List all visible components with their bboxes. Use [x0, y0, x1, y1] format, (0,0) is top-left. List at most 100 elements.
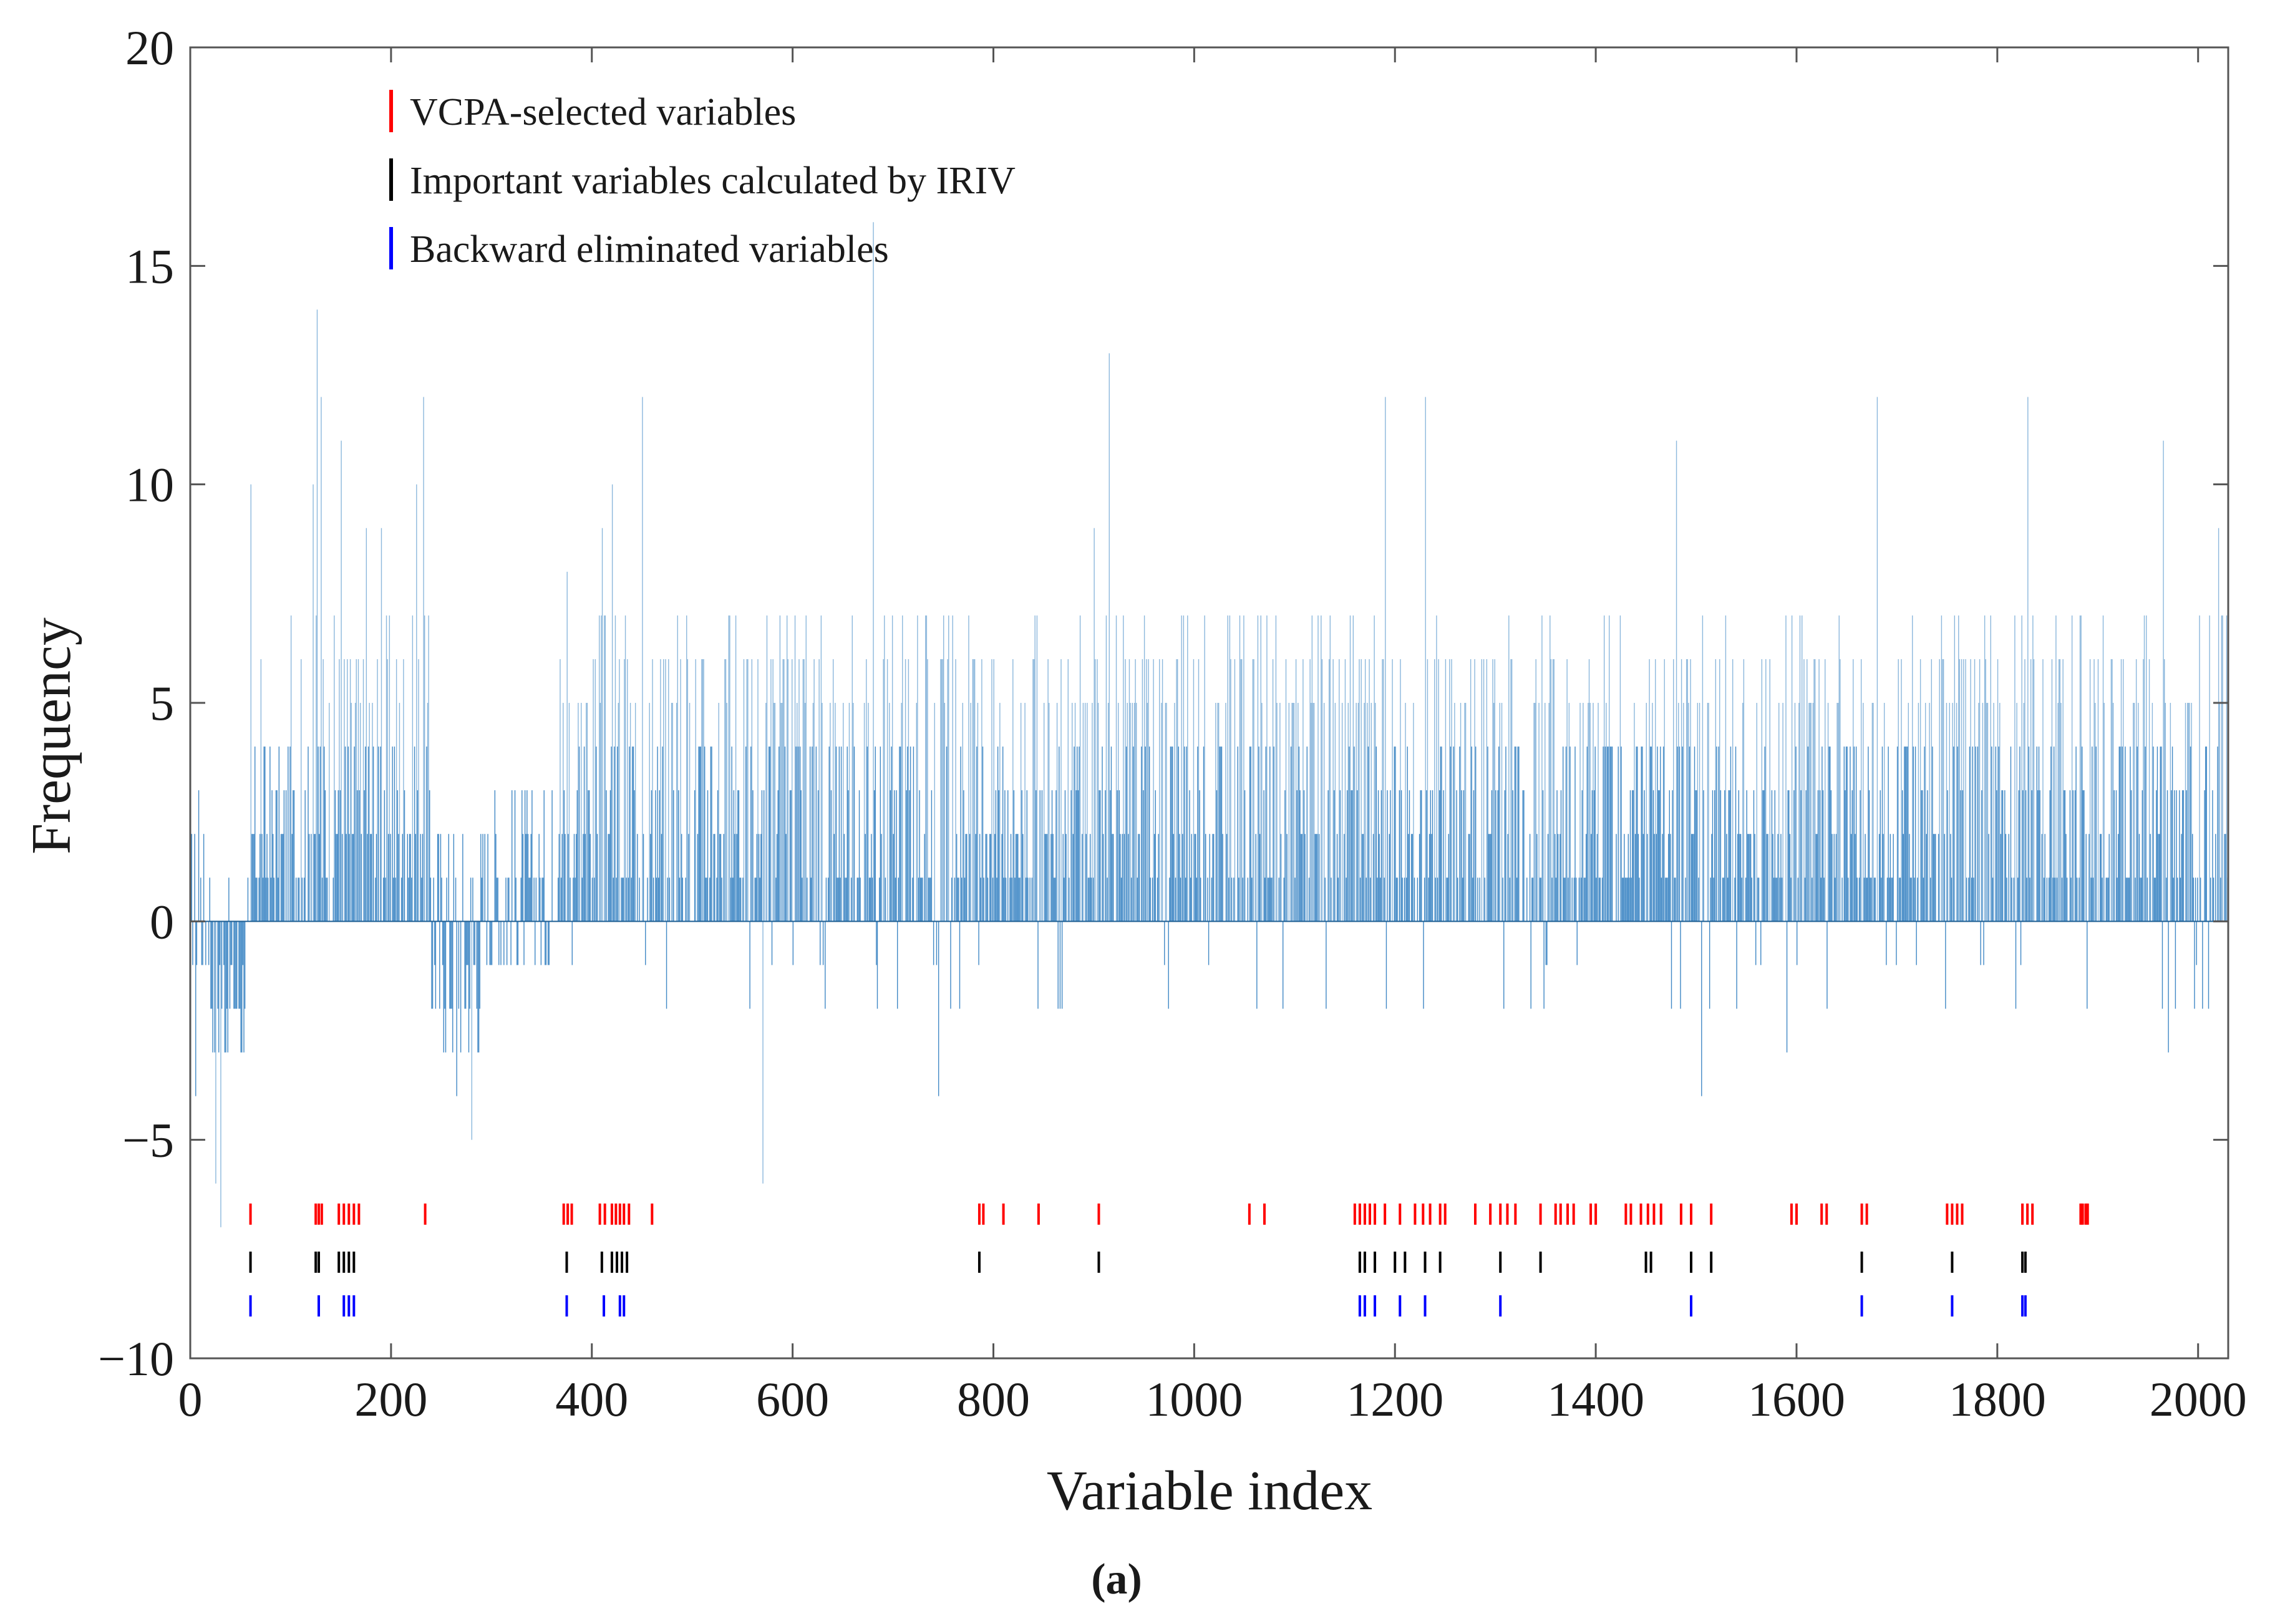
frequency-bar — [1886, 877, 1888, 922]
frequency-bar — [1800, 790, 1802, 922]
frequency-bar — [263, 747, 264, 922]
frequency-bar — [2085, 834, 2087, 922]
frequency-bar — [1477, 877, 1478, 922]
frequency-bar — [2037, 790, 2039, 922]
frequency-bar — [1177, 659, 1178, 922]
frequency-bar — [866, 747, 868, 922]
frequency-bar — [1127, 703, 1128, 922]
frequency-bar — [1302, 659, 1304, 922]
frequency-bar — [1487, 747, 1488, 922]
frequency-bar — [1208, 921, 1210, 965]
frequency-bar — [752, 790, 754, 922]
frequency-bar — [1678, 703, 1679, 922]
frequency-bar — [1191, 834, 1192, 922]
frequency-bar — [873, 790, 875, 922]
frequency-bar — [1414, 877, 1415, 922]
frequency-bar — [1722, 877, 1724, 922]
frequency-bar — [637, 834, 638, 922]
frequency-bar — [1571, 877, 1573, 922]
frequency-bar — [1943, 659, 1944, 922]
frequency-bar — [941, 659, 943, 922]
frequency-bar — [671, 703, 672, 922]
frequency-bar — [749, 921, 750, 1009]
frequency-bar — [1266, 615, 1268, 922]
frequency-bar — [1707, 703, 1709, 922]
frequency-bar — [1947, 790, 1948, 922]
frequency-bar — [1299, 790, 1301, 922]
frequency-bar — [271, 790, 273, 922]
frequency-bar — [1150, 877, 1151, 922]
frequency-bar — [573, 834, 575, 922]
frequency-bar — [1014, 877, 1016, 922]
frequency-bar — [1966, 877, 1967, 922]
frequency-bar — [1347, 703, 1349, 922]
frequency-bar — [1161, 703, 1162, 922]
frequency-bar — [230, 921, 231, 965]
frequency-bar — [1178, 747, 1180, 922]
frequency-bar — [2153, 877, 2155, 922]
frequency-bar — [1579, 703, 1581, 922]
frequency-bar — [1823, 877, 1825, 922]
frequency-bar — [1382, 659, 1384, 922]
frequency-bar — [1586, 747, 1588, 922]
frequency-bar — [1983, 921, 1984, 965]
frequency-bar — [460, 921, 462, 1053]
x-axis-title: Variable index — [1047, 1460, 1372, 1522]
frequency-bar — [1788, 790, 1790, 922]
frequency-bar — [1479, 877, 1480, 922]
frequency-bar — [332, 877, 334, 922]
frequency-bar — [1646, 703, 1647, 922]
frequency-bar — [1725, 615, 1727, 922]
frequency-bar — [1655, 659, 1656, 922]
frequency-bar — [2029, 877, 2030, 922]
frequency-bar — [958, 877, 959, 922]
frequency-bar — [1462, 877, 1463, 922]
frequency-bar — [1662, 747, 1664, 922]
frequency-bar — [1526, 877, 1528, 922]
frequency-bar — [2042, 659, 2044, 922]
frequency-bar — [2115, 790, 2117, 922]
frequency-bar — [1141, 747, 1142, 922]
frequency-bar — [446, 877, 447, 922]
frequency-bar — [1007, 790, 1009, 922]
frequency-bar — [2025, 790, 2027, 922]
frequency-bar — [558, 834, 560, 922]
frequency-bar — [1777, 834, 1778, 922]
frequency-bar — [472, 877, 473, 922]
frequency-bar — [495, 834, 497, 922]
frequency-bar — [1426, 790, 1427, 922]
frequency-bar — [1483, 659, 1485, 922]
frequency-bar — [236, 921, 238, 1009]
frequency-bar — [925, 615, 926, 922]
frequency-bar — [407, 834, 409, 922]
frequency-bar — [1408, 834, 1409, 922]
frequency-bar — [426, 747, 427, 922]
frequency-bar — [301, 877, 303, 922]
frequency-bar — [1708, 703, 1709, 922]
frequency-bar — [1661, 877, 1662, 922]
frequency-bar — [599, 703, 601, 922]
frequency-bar — [1810, 703, 1812, 922]
frequency-bar — [730, 877, 732, 922]
frequency-bar — [611, 484, 613, 922]
frequency-bar — [203, 834, 205, 922]
frequency-bar — [1757, 877, 1758, 922]
frequency-bar — [449, 921, 450, 1009]
frequency-bar — [1669, 790, 1670, 922]
frequency-bar — [1841, 877, 1843, 922]
frequency-bar — [898, 877, 899, 922]
frequency-bar — [1128, 659, 1130, 922]
frequency-bar — [1169, 877, 1170, 922]
frequency-bar — [682, 877, 683, 922]
frequency-bar — [211, 921, 213, 1009]
frequency-bar — [2062, 659, 2064, 922]
frequency-bar — [1683, 703, 1684, 922]
frequency-bar — [1518, 747, 1520, 922]
frequency-bar — [2176, 877, 2178, 922]
frequency-bar — [561, 834, 563, 922]
frequency-bar — [1926, 834, 1927, 922]
frequency-bar — [1070, 790, 1072, 922]
frequency-bar — [1429, 834, 1430, 922]
frequency-bar — [421, 877, 422, 922]
frequency-bar — [1198, 659, 1200, 922]
